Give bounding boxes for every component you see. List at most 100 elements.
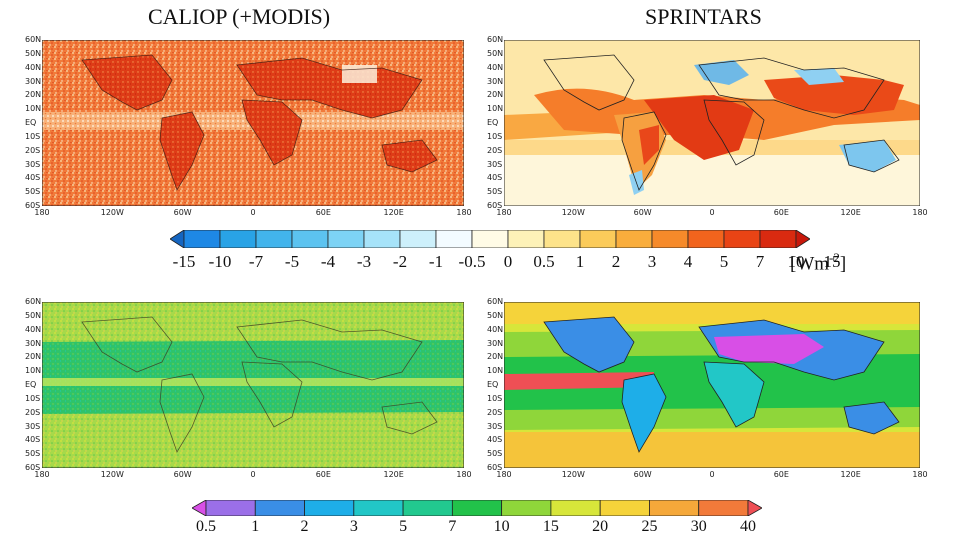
lon-tick-sprintars-ratio: 60W — [633, 470, 652, 479]
lon-tick-sprintars-forcing: 60E — [773, 208, 789, 217]
unit-end: ] — [839, 253, 847, 275]
lon-tick-caliop-forcing: 120E — [383, 208, 404, 217]
colorbar-tick-label: -1 — [428, 252, 444, 271]
lon-tick-caliop-ratio: 180 — [456, 470, 472, 479]
lat-tick-caliop-ratio: 30S — [25, 421, 41, 431]
lat-tick-sprintars-forcing: 60S — [487, 201, 503, 210]
colorbar-segment — [698, 499, 749, 517]
colorbar-tick-label: 3 — [349, 518, 358, 535]
lat-tick-sprintars-ratio: 40S — [487, 435, 503, 445]
lat-tick-sprintars-forcing: 40S — [487, 173, 503, 183]
lat-tick-caliop-ratio: 60N — [25, 297, 42, 306]
lat-tick-sprintars-forcing: 30S — [487, 159, 503, 169]
colorbar-ratio-bar — [191, 499, 763, 517]
lat-tick-caliop-forcing: 40S — [25, 173, 41, 183]
colorbar-segment — [599, 499, 650, 517]
colorbar-forcing-unit: [Wm-2] — [790, 250, 846, 275]
colorbar-segment — [649, 499, 700, 517]
lon-tick-sprintars-forcing: 120E — [840, 208, 861, 217]
colorbar-tick-label: 40 — [740, 518, 756, 535]
colorbar-tick-label: -3 — [356, 252, 372, 271]
lon-tick-caliop-ratio: 60W — [173, 470, 192, 479]
lon-tick-caliop-forcing: 180 — [34, 208, 50, 217]
unit-main: [Wm — [790, 253, 830, 275]
colorbar-segment — [205, 499, 256, 517]
colorbar-tick-label: 0 — [503, 252, 513, 271]
lat-tick-sprintars-forcing: 50S — [487, 187, 503, 197]
colorbar-segment — [579, 229, 617, 249]
lat-tick-caliop-forcing: 20N — [25, 90, 42, 100]
lon-tick-caliop-forcing: 120W — [100, 208, 124, 217]
lat-tick-caliop-forcing: 60N — [25, 35, 42, 44]
colorbar-tick-label: -5 — [284, 252, 300, 271]
unit-exponent: -2 — [829, 250, 840, 265]
colorbar-segment — [759, 229, 797, 249]
lon-tick-sprintars-forcing: 0 — [709, 208, 715, 217]
map-panel-sprintars-ratio — [504, 302, 920, 468]
map-caliop-forcing — [42, 40, 464, 206]
colorbar-segment — [747, 499, 763, 517]
colorbar-segment — [471, 229, 509, 249]
lon-tick-caliop-ratio: 120W — [100, 470, 124, 479]
colorbar-tick-label: 20 — [592, 518, 609, 535]
lon-tick-caliop-forcing: 180 — [456, 208, 472, 217]
lat-tick-sprintars-ratio: 60S — [487, 463, 503, 472]
lat-tick-sprintars-forcing: 10N — [487, 104, 504, 114]
colorbar-segment — [291, 229, 329, 249]
lat-tick-sprintars-forcing: 20N — [487, 90, 504, 100]
colorbar-segment — [183, 229, 221, 249]
lat-tick-caliop-ratio: 20N — [25, 352, 42, 362]
map-sprintars-ratio — [504, 302, 920, 468]
lat-tick-sprintars-ratio: 20S — [487, 407, 503, 417]
colorbar-segment — [327, 229, 365, 249]
lat-tick-sprintars-forcing: 10S — [487, 131, 503, 141]
lat-tick-caliop-ratio: 10S — [25, 393, 41, 403]
lon-tick-sprintars-ratio: 180 — [496, 470, 512, 479]
lon-tick-caliop-forcing: 60E — [315, 208, 331, 217]
colorbar-segment — [363, 229, 401, 249]
colorbar-segment — [399, 229, 437, 249]
colorbar-segment — [687, 229, 725, 249]
lat-tick-sprintars-forcing: 30N — [487, 76, 504, 86]
colorbar-tick-label: 5 — [719, 252, 729, 271]
lat-tick-sprintars-ratio: 30N — [487, 338, 504, 348]
lat-tick-caliop-ratio: 40N — [25, 324, 42, 334]
lat-tick-caliop-ratio: 20S — [25, 407, 41, 417]
colorbar-segment — [254, 499, 305, 517]
lon-tick-sprintars-ratio: 60E — [773, 470, 789, 479]
lon-tick-sprintars-forcing: 120W — [561, 208, 585, 217]
lat-tick-sprintars-ratio: 10N — [487, 366, 504, 376]
map-panel-caliop-ratio — [42, 302, 464, 468]
colorbar-tick-label: 0.5 — [533, 252, 555, 271]
lat-tick-sprintars-ratio: 40N — [487, 324, 504, 334]
colorbar-segment — [304, 499, 355, 517]
colorbar-tick-label: 5 — [399, 518, 408, 535]
colorbar-tick-label: 10 — [787, 252, 805, 271]
lat-tick-sprintars-ratio: 10S — [487, 393, 503, 403]
title-left: CALIOP (+MODIS) — [148, 4, 331, 29]
colorbar-tick-label: 15 — [542, 518, 559, 535]
lat-tick-sprintars-ratio: 60N — [487, 297, 504, 306]
lat-tick-sprintars-forcing: 50N — [487, 48, 504, 58]
lat-tick-caliop-forcing: 50N — [25, 48, 42, 58]
lat-tick-sprintars-ratio: 30S — [487, 421, 503, 431]
title-right: SPRINTARS — [645, 4, 762, 29]
colorbar-tick-label: -10 — [208, 252, 232, 271]
lat-tick-caliop-ratio: 50S — [25, 449, 41, 459]
colorbar-tick-label: -2 — [392, 252, 408, 271]
lat-tick-sprintars-ratio: 50S — [487, 449, 503, 459]
lon-tick-sprintars-ratio: 0 — [709, 470, 715, 479]
colorbar-tick-label: 1 — [575, 252, 585, 271]
lon-tick-caliop-ratio: 180 — [34, 470, 50, 479]
lat-tick-sprintars-forcing: 40N — [487, 62, 504, 72]
colorbar-segment — [651, 229, 689, 249]
colorbar-segment — [402, 499, 453, 517]
colorbar-segment — [255, 229, 293, 249]
lat-tick-caliop-forcing: 40N — [25, 62, 42, 72]
colorbar-segment — [550, 499, 601, 517]
lat-tick-caliop-ratio: 40S — [25, 435, 41, 445]
lon-tick-caliop-ratio: 0 — [250, 470, 256, 479]
lon-tick-sprintars-ratio: 180 — [912, 470, 928, 479]
colorbar-tick-label: 25 — [641, 518, 658, 535]
colorbar-tick-label: -7 — [248, 252, 264, 271]
